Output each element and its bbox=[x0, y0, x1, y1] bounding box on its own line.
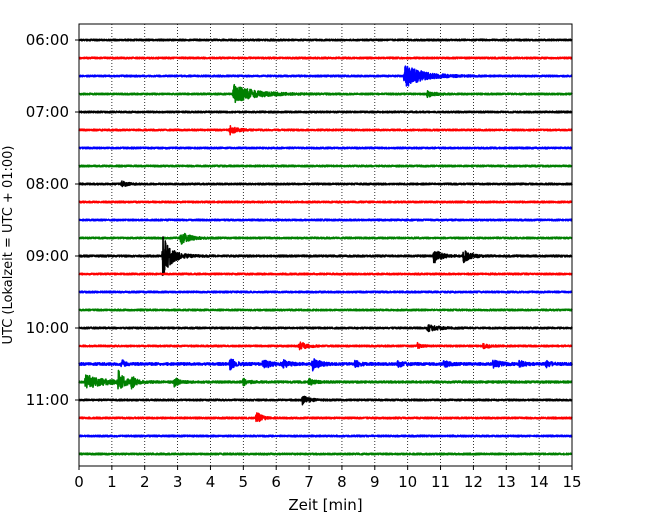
y-axis: 06:00 07:00 08:00 09:00 10:00 11:00 bbox=[26, 31, 79, 409]
seismic-trace bbox=[78, 272, 573, 276]
seismic-trace bbox=[78, 65, 573, 87]
x-tick-label: 6 bbox=[271, 473, 281, 491]
x-tick-label: 1 bbox=[107, 473, 117, 491]
seismic-trace bbox=[78, 358, 573, 372]
seismic-trace bbox=[78, 164, 573, 168]
y-tick-label: 11:00 bbox=[26, 391, 69, 409]
seismic-trace bbox=[78, 308, 573, 312]
seismic-trace bbox=[78, 290, 573, 294]
y-tick-label: 06:00 bbox=[26, 31, 69, 49]
x-tick-label: 10 bbox=[398, 473, 417, 491]
seismic-trace bbox=[78, 124, 573, 136]
seismic-trace bbox=[78, 412, 573, 423]
seismic-trace bbox=[78, 110, 573, 114]
seismic-trace bbox=[78, 324, 573, 333]
seismic-trace bbox=[78, 452, 573, 456]
x-tick-label: 14 bbox=[530, 473, 549, 491]
seismic-trace bbox=[78, 434, 573, 438]
y-tick-label: 10:00 bbox=[26, 319, 69, 337]
x-tick-label: 5 bbox=[239, 473, 249, 491]
seismic-trace bbox=[78, 369, 573, 390]
x-tick-label: 15 bbox=[562, 473, 581, 491]
x-axis-label: Zeit [min] bbox=[288, 496, 362, 514]
x-tick-label: 4 bbox=[206, 473, 216, 491]
seismic-trace bbox=[78, 232, 573, 245]
y-axis-label: UTC (Lokalzeit = UTC + 01:00) bbox=[1, 146, 16, 345]
seismic-trace bbox=[78, 218, 573, 222]
x-tick-label: 12 bbox=[464, 473, 483, 491]
x-tick-label: 11 bbox=[431, 473, 450, 491]
x-tick-label: 7 bbox=[304, 473, 314, 491]
x-axis: 0 1 2 3 4 5 6 7 8 9 10 11 12 13 14 15 bbox=[74, 466, 582, 491]
plot-frame bbox=[78, 23, 573, 467]
x-tick-label: 13 bbox=[497, 473, 516, 491]
x-tick-label: 3 bbox=[173, 473, 183, 491]
seismic-trace bbox=[78, 180, 573, 188]
trace-group bbox=[78, 38, 573, 456]
x-tick-label: 0 bbox=[74, 473, 84, 491]
seismic-trace bbox=[78, 146, 573, 150]
x-tick-label: 9 bbox=[370, 473, 380, 491]
x-tick-label: 8 bbox=[337, 473, 347, 491]
x-tick-label: 2 bbox=[140, 473, 150, 491]
y-tick-label: 07:00 bbox=[26, 103, 69, 121]
seismic-trace bbox=[78, 200, 573, 204]
seismic-trace bbox=[78, 56, 573, 60]
y-tick-label: 09:00 bbox=[26, 247, 69, 265]
seismic-trace bbox=[78, 236, 573, 277]
seismic-trace bbox=[78, 83, 573, 104]
seismic-trace bbox=[78, 38, 573, 42]
plot-area bbox=[79, 24, 572, 466]
seismic-trace bbox=[78, 395, 573, 406]
seismic-trace bbox=[78, 341, 573, 351]
y-tick-label: 08:00 bbox=[26, 175, 69, 193]
